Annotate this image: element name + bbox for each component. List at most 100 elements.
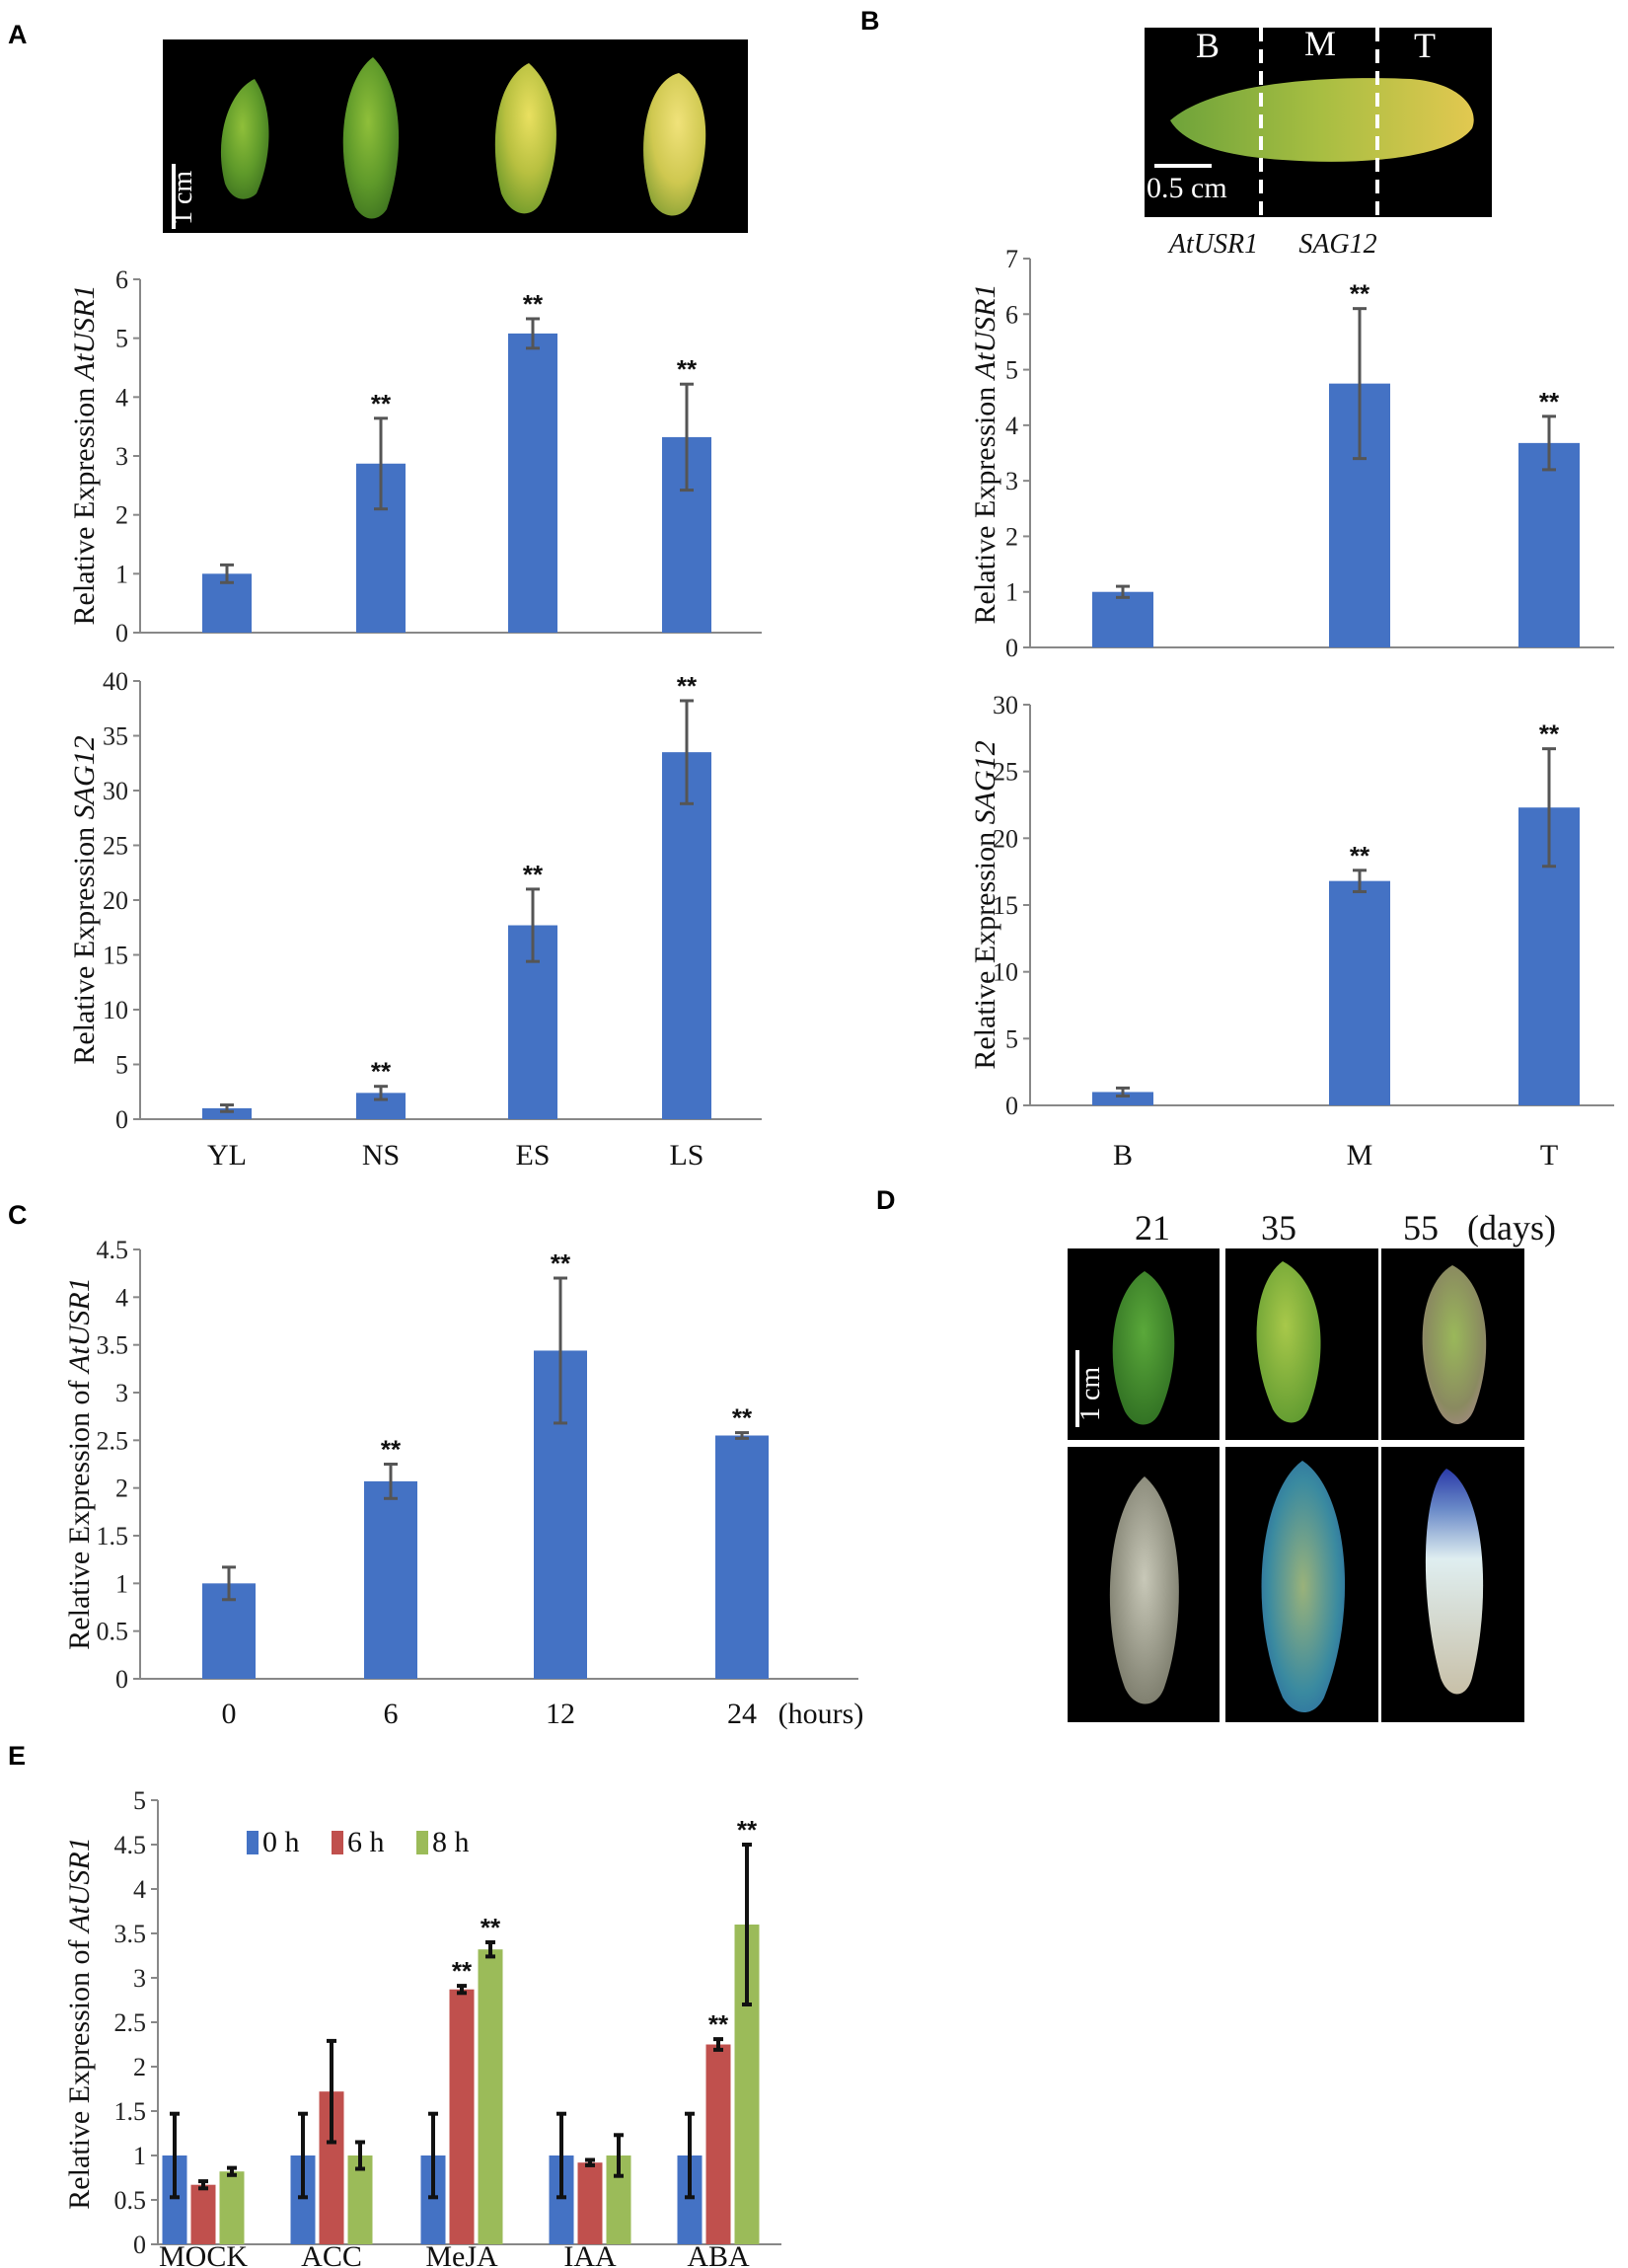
y-tick-label: 1.5 <box>97 1522 129 1550</box>
y-tick-label: 3 <box>1005 467 1018 495</box>
y-tick-label: 0 <box>115 1105 128 1134</box>
panel-label-c: C <box>8 1200 28 1230</box>
x-category-label: IAA <box>563 2240 617 2268</box>
y-tick-label: 5 <box>1005 1024 1018 1053</box>
photo-b-region-t: T <box>1414 26 1436 65</box>
significance-label: ** <box>677 354 698 384</box>
photo-b-scale-label: 0.5 cm <box>1147 172 1227 204</box>
y-tick-label: 0 <box>1005 634 1018 662</box>
chart-e: 0 0.5 1 1.5 2 2.5 3 3.5 4 4.5 5 Relative Expression… <box>63 1786 781 2268</box>
bar-6 <box>364 1480 417 1679</box>
significance-label: ** <box>371 389 392 418</box>
y-tick-label: 7 <box>1005 245 1018 273</box>
significance-label: ** <box>381 1435 402 1465</box>
y-tick-label: 1 <box>115 560 128 588</box>
photo-d-day-35: 35 <box>1261 1208 1296 1247</box>
y-axis-label: Relative Expression of AtUSR1 <box>63 1837 96 2209</box>
bar-ls <box>662 752 711 1119</box>
photo-b-region-b: B <box>1196 26 1220 65</box>
y-tick-label: 1.5 <box>114 2097 147 2126</box>
y-tick-label: 0 <box>1005 1092 1018 1120</box>
y-tick-label: 0.5 <box>114 2186 147 2215</box>
legend-label-8h: 8 h <box>432 1826 470 1858</box>
y-tick-label: 25 <box>103 832 128 861</box>
legend-swatch-8h <box>416 1831 428 1854</box>
significance-label: ** <box>1350 841 1370 870</box>
chart-a1: 0 1 2 3 4 5 6 Relative Expression AtUSR1 ** ** ** <box>68 265 762 647</box>
photo-d-leaves: 21 35 55 (days) 1 cm <box>1068 1208 1556 1722</box>
y-tick-label: 10 <box>993 958 1018 987</box>
significance-label: ** <box>1539 719 1560 749</box>
y-tick-label: 2 <box>115 1474 128 1503</box>
y-tick-label: 3 <box>115 1379 128 1407</box>
bar-b <box>1092 591 1153 647</box>
y-tick-label: 15 <box>103 942 128 970</box>
y-tick-label: 2 <box>115 501 128 530</box>
bar-b <box>1092 1092 1153 1105</box>
y-tick-label: 4 <box>115 383 128 412</box>
photo-b-region-m: M <box>1304 24 1336 63</box>
significance-label: ** <box>1539 387 1560 416</box>
y-tick-label: 30 <box>103 777 128 805</box>
photo-b-caption-sag12: SAG12 <box>1298 229 1376 260</box>
photo-d-unit: (days) <box>1467 1208 1556 1247</box>
bar-24 <box>715 1435 769 1679</box>
y-tick-label: 40 <box>103 667 128 696</box>
photo-b-caption-atusr1: AtUSR1 <box>1167 229 1258 260</box>
x-category-label: NS <box>362 1139 400 1172</box>
bar-yl <box>202 1107 252 1119</box>
y-tick-label: 4.5 <box>97 1236 129 1264</box>
panel-label-d: D <box>876 1185 896 1215</box>
legend-swatch-0h <box>247 1831 259 1854</box>
y-tick-label: 3.5 <box>114 1920 147 1948</box>
y-tick-label: 5 <box>1005 356 1018 385</box>
x-category-label: MeJA <box>425 2240 498 2268</box>
y-tick-label: 4 <box>133 1875 146 1904</box>
y-tick-label: 5 <box>115 1051 128 1080</box>
x-category-label: LS <box>669 1139 703 1172</box>
significance-label: ** <box>677 671 698 701</box>
y-tick-label: 3 <box>133 1964 146 1993</box>
y-tick-label: 0 <box>133 2230 146 2259</box>
y-tick-label: 2 <box>1005 522 1018 551</box>
y-tick-label: 10 <box>103 996 128 1024</box>
legend-e: 0 h 6 h 8 h <box>247 1826 470 1858</box>
y-tick-label: 5 <box>115 325 128 353</box>
photo-d-day-21: 21 <box>1135 1208 1170 1247</box>
y-tick-label: 3 <box>115 442 128 471</box>
significance-label: ** <box>371 1057 392 1087</box>
y-tick-label: 2.5 <box>114 2008 147 2037</box>
y-tick-label: 1 <box>133 2142 146 2170</box>
x-category-label: ACC <box>301 2240 362 2268</box>
y-tick-label: 20 <box>103 886 128 915</box>
y-axis-label: Relative Expression AtUSR1 <box>969 284 1001 625</box>
x-unit-label: (hours) <box>778 1698 864 1730</box>
chart-b2: 0 5 10 15 20 25 30 Relative Expression SAG12 B M T… <box>969 691 1614 1172</box>
y-tick-label: 1 <box>115 1569 128 1598</box>
bar-6h-iaa <box>577 2162 603 2244</box>
x-category-label: B <box>1113 1139 1133 1172</box>
y-tick-label: 4 <box>1005 412 1018 440</box>
y-tick-label: 6 <box>115 265 128 294</box>
x-category-label: ES <box>515 1139 550 1172</box>
bar-8h-mock <box>219 2171 245 2244</box>
y-axis-label: Relative Expression SAG12 <box>68 735 101 1064</box>
x-category-label: M <box>1347 1139 1373 1172</box>
y-axis-label: Relative Expression SAG12 <box>969 740 1001 1069</box>
y-tick-label: 0 <box>115 619 128 647</box>
y-tick-label: 1 <box>1005 578 1018 607</box>
significance-label: ** <box>732 1403 753 1433</box>
bar-6h-mock <box>190 2184 216 2244</box>
x-category-label: T <box>1540 1139 1558 1172</box>
legend-label-0h: 0 h <box>262 1826 300 1858</box>
significance-label: ** <box>551 1248 571 1278</box>
y-tick-label: 25 <box>993 758 1018 787</box>
y-tick-label: 35 <box>103 722 128 751</box>
significance-label: ** <box>523 289 544 319</box>
y-tick-label: 5 <box>133 1786 146 1815</box>
significance-label: ** <box>737 1815 758 1845</box>
y-tick-label: 20 <box>993 824 1018 853</box>
x-category-label: 6 <box>384 1698 399 1730</box>
